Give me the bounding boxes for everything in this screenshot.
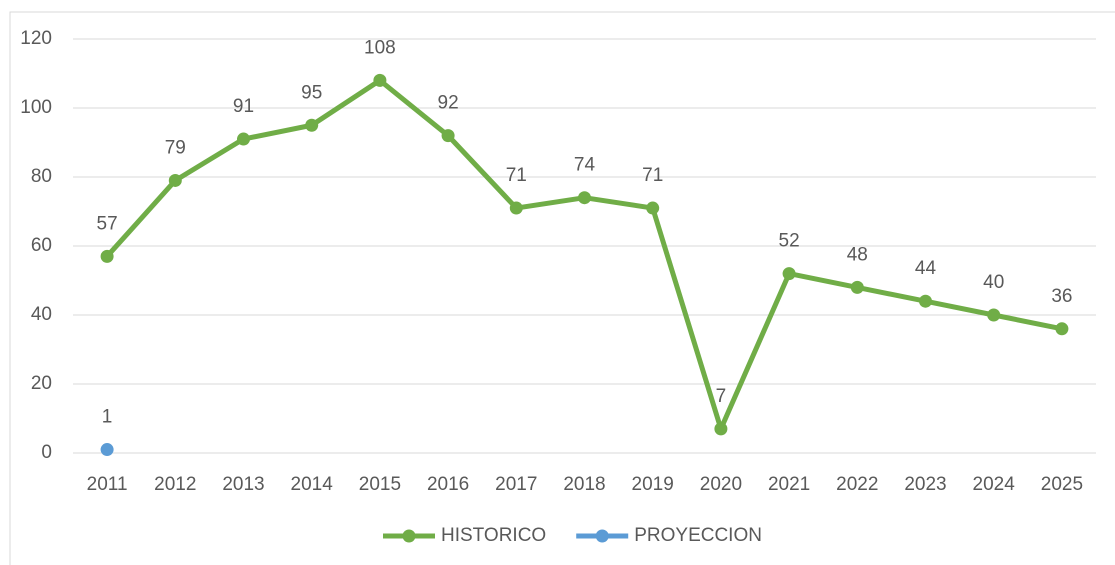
x-tick-label: 2021: [768, 474, 810, 495]
x-tick-label: 2017: [495, 474, 537, 495]
legend-label: HISTORICO: [441, 525, 546, 546]
data-point: [305, 118, 319, 132]
data-point: [373, 73, 387, 87]
x-tick-label: 2020: [700, 474, 742, 495]
data-label: 57: [97, 213, 118, 234]
data-point: [919, 294, 932, 308]
data-point: [1055, 322, 1069, 336]
data-point: [782, 267, 796, 281]
data-label: 48: [847, 244, 868, 265]
legend-label: PROYECCION: [634, 525, 762, 546]
y-tick-label: 80: [31, 166, 52, 187]
data-point: [714, 422, 728, 436]
legend-marker: [595, 529, 609, 543]
y-tick-label: 0: [41, 442, 52, 463]
data-label: 1: [102, 407, 113, 428]
data-label: 36: [1051, 286, 1072, 307]
data-point: [441, 129, 455, 143]
data-point: [100, 249, 114, 263]
x-tick-label: 2012: [154, 474, 196, 495]
data-point: [237, 132, 250, 146]
data-label: 7: [716, 386, 727, 407]
y-tick-label: 120: [20, 28, 52, 49]
data-point: [100, 443, 114, 457]
data-label: 74: [574, 155, 596, 176]
data-label: 91: [233, 96, 254, 117]
y-tick-label: 60: [31, 235, 52, 256]
data-point: [578, 191, 591, 205]
chart-frame: [9, 11, 1115, 565]
data-point: [987, 308, 1001, 322]
x-tick-label: 2024: [973, 474, 1016, 495]
x-tick-label: 2014: [291, 474, 334, 495]
x-tick-label: 2025: [1041, 474, 1083, 495]
x-tick-label: 2019: [632, 474, 674, 495]
y-tick-label: 100: [20, 97, 52, 118]
data-label: 95: [301, 82, 322, 103]
data-point: [168, 173, 182, 187]
legend-marker: [402, 529, 416, 543]
y-tick-label: 40: [31, 304, 52, 325]
data-label: 79: [165, 137, 186, 158]
data-label: 71: [506, 165, 527, 186]
data-point: [646, 201, 660, 215]
x-tick-label: 2011: [87, 474, 128, 495]
data-label: 52: [779, 231, 800, 252]
x-tick-label: 2018: [563, 474, 605, 495]
data-label: 92: [438, 93, 459, 114]
x-tick-label: 2016: [427, 474, 469, 495]
x-tick-label: 2013: [222, 474, 264, 495]
y-tick-label: 20: [31, 373, 52, 394]
series-line: [105, 77, 1063, 432]
data-label: 44: [915, 258, 937, 279]
data-point: [850, 280, 864, 294]
x-tick-label: 2015: [359, 474, 401, 495]
x-tick-label: 2023: [904, 474, 946, 495]
x-tick-label: 2022: [836, 474, 878, 495]
data-label: 40: [983, 272, 1004, 293]
data-label: 71: [642, 165, 663, 186]
data-label: 108: [364, 37, 396, 58]
data-point: [509, 201, 523, 215]
